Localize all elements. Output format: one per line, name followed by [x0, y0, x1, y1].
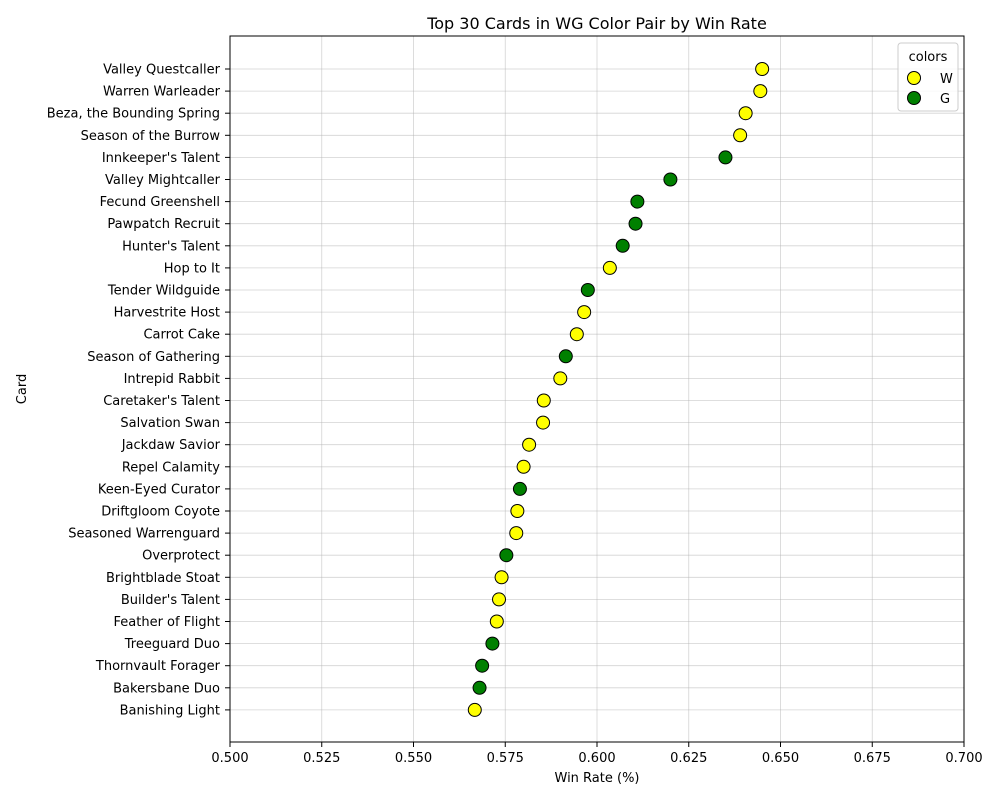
- y-tick-label: Driftgloom Coyote: [101, 505, 220, 520]
- x-tick-label: 0.650: [762, 751, 799, 766]
- point-feather-of-flight: [489, 614, 504, 629]
- y-tick-label: Keen-Eyed Curator: [98, 482, 221, 497]
- x-axis-ticks: 0.500 0.525 0.550 0.575 0.600 0.625 0.650 0.675…: [211, 742, 983, 766]
- y-tick-label: Valley Mightcaller: [105, 173, 221, 188]
- point-caretaker-s-talent: [536, 393, 551, 408]
- y-axis-ticks: Valley Questcaller Warren Warleader Beza, …: [47, 63, 230, 718]
- point-valley-mightcaller: [663, 172, 678, 187]
- y-tick-label: Seasoned Warrenguard: [68, 527, 220, 542]
- point-builder-s-talent: [492, 592, 507, 607]
- y-tick-label: Hop to It: [164, 261, 220, 276]
- y-tick-label: Builder's Talent: [121, 593, 220, 608]
- y-axis-label: Card: [15, 374, 30, 404]
- y-tick-label: Beza, the Bounding Spring: [47, 107, 220, 122]
- y-tick-label: Warren Warleader: [103, 85, 221, 100]
- y-tick-label: Innkeeper's Talent: [102, 151, 220, 166]
- point-repel-calamity: [516, 459, 531, 474]
- legend-marker-w: [907, 71, 921, 85]
- y-tick-label: Carrot Cake: [143, 328, 220, 343]
- x-tick-label: 0.675: [854, 751, 891, 766]
- x-tick-label: 0.500: [211, 751, 248, 766]
- y-tick-label: Tender Wildguide: [107, 284, 220, 299]
- y-tick-label: Intrepid Rabbit: [124, 372, 220, 387]
- y-tick-label: Bakersbane Duo: [113, 681, 220, 696]
- data-points: [467, 62, 770, 717]
- x-axis-label: Win Rate (%): [555, 771, 640, 786]
- y-tick-label: Feather of Flight: [114, 615, 221, 630]
- point-warren-warleader: [753, 84, 768, 99]
- x-tick-label: 0.600: [578, 751, 615, 766]
- point-keen-eyed-curator: [512, 481, 527, 496]
- point-brightblade-stoat: [494, 570, 509, 585]
- point-jackdaw-savior: [522, 437, 537, 452]
- point-hunter-s-talent: [615, 238, 630, 253]
- y-tick-label: Season of the Burrow: [81, 129, 221, 144]
- y-tick-label: Jackdaw Savior: [121, 438, 221, 453]
- legend-title: colors: [909, 50, 948, 65]
- chart-title: Top 30 Cards in WG Color Pair by Win Rat…: [426, 14, 767, 33]
- y-tick-label: Pawpatch Recruit: [107, 217, 220, 232]
- point-innkeeper-s-talent: [718, 150, 733, 165]
- x-tick-label: 0.700: [945, 751, 982, 766]
- y-tick-label: Valley Questcaller: [103, 63, 221, 78]
- y-tick-label: Caretaker's Talent: [103, 394, 220, 409]
- point-treeguard-duo: [485, 636, 500, 651]
- point-salvation-swan: [536, 415, 551, 430]
- y-tick-label: Season of Gathering: [87, 350, 220, 365]
- y-tick-label: Salvation Swan: [120, 416, 220, 431]
- point-pawpatch-recruit: [628, 216, 643, 231]
- y-tick-label: Fecund Greenshell: [100, 195, 220, 210]
- legend-marker-g: [907, 91, 921, 105]
- legend: colors W G: [897, 42, 959, 112]
- y-tick-label: Harvestrite Host: [114, 306, 220, 321]
- point-carrot-cake: [569, 327, 584, 342]
- legend-label-g: G: [940, 92, 950, 107]
- point-intrepid-rabbit: [553, 371, 568, 386]
- x-tick-label: 0.550: [395, 751, 432, 766]
- x-tick-label: 0.575: [487, 751, 524, 766]
- point-seasoned-warrenguard: [509, 526, 524, 541]
- point-banishing-light: [467, 702, 482, 717]
- y-tick-label: Treeguard Duo: [124, 637, 220, 652]
- point-beza-the-bounding-spring: [738, 106, 753, 121]
- y-tick-label: Thornvault Forager: [95, 659, 221, 674]
- point-valley-questcaller: [755, 62, 770, 76]
- y-tick-label: Banishing Light: [120, 703, 220, 718]
- point-harvestrite-host: [577, 305, 592, 320]
- y-tick-label: Repel Calamity: [122, 460, 220, 475]
- y-tick-label: Overprotect: [142, 549, 220, 564]
- point-hop-to-it: [602, 260, 617, 275]
- y-tick-label: Hunter's Talent: [122, 239, 220, 254]
- legend-label-w: W: [940, 72, 953, 87]
- point-bakersbane-duo: [472, 680, 487, 695]
- point-season-of-gathering: [558, 349, 573, 364]
- point-thornvault-forager: [475, 658, 490, 673]
- point-driftgloom-coyote: [510, 504, 525, 518]
- point-season-of-the-burrow: [733, 128, 748, 143]
- x-tick-label: 0.625: [670, 751, 707, 766]
- point-tender-wildguide: [580, 283, 595, 297]
- point-overprotect: [499, 548, 514, 563]
- point-fecund-greenshell: [630, 194, 645, 209]
- x-tick-label: 0.525: [303, 751, 340, 766]
- y-tick-label: Brightblade Stoat: [106, 571, 220, 586]
